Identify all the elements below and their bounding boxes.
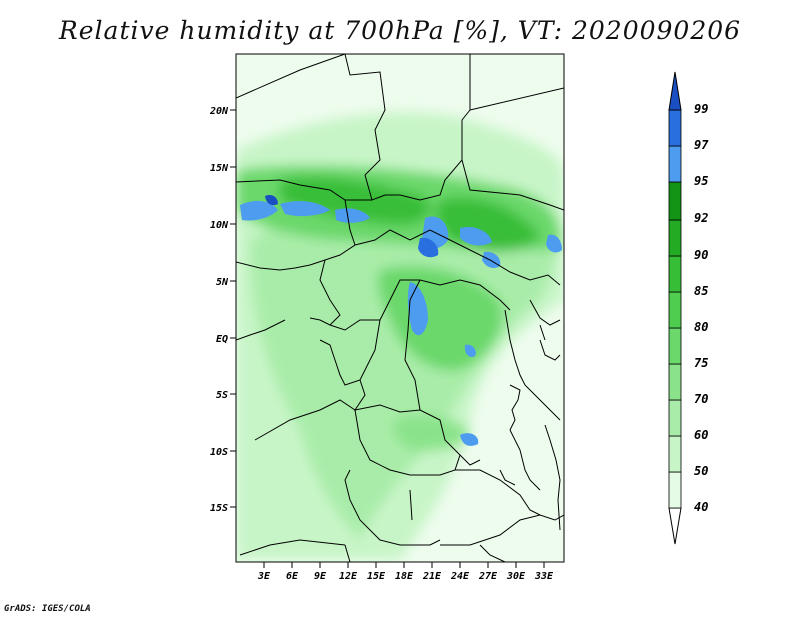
colorbar-label-40: 40 <box>694 500 708 514</box>
grads-credit: GrADS: IGES/COLA <box>4 604 91 614</box>
colorbar-swatch-60-70 <box>668 399 682 437</box>
longitude-ticks <box>263 562 545 568</box>
colorbar-label-95: 95 <box>694 174 708 188</box>
colorbar-label-92: 92 <box>694 211 708 225</box>
colorbar-swatch-90-92 <box>668 219 682 257</box>
lat-label-20n: 20N <box>209 106 229 117</box>
lon-label-3e: 3E <box>257 571 271 582</box>
colorbar-swatch-97-99 <box>668 109 682 147</box>
colorbar-label-99: 99 <box>694 102 708 116</box>
lon-label-33e: 33E <box>534 571 554 582</box>
colorbar-swatch-80-85 <box>668 291 682 329</box>
lat-label-15n: 15N <box>210 163 229 174</box>
lon-label-15e: 15E <box>367 571 386 582</box>
lon-label-24e: 24E <box>450 571 470 582</box>
lon-label-12e: 12E <box>339 571 358 582</box>
colorbar-swatch-75-80 <box>668 327 682 365</box>
colorbar-swatch-92-95 <box>668 181 682 221</box>
colorbar-swatch-95-97 <box>668 145 682 183</box>
colorbar-swatch-70-75 <box>668 363 682 401</box>
country-borders <box>236 54 564 562</box>
map-frame <box>235 53 565 563</box>
lat-label-15s: 15S <box>210 503 228 514</box>
colorbar-min-triangle <box>668 507 682 545</box>
lon-label-21e: 21E <box>422 571 442 582</box>
colorbar-label-90: 90 <box>694 248 708 262</box>
colorbar-label-60: 60 <box>694 428 708 442</box>
colorbar-label-85: 85 <box>694 284 708 298</box>
lon-label-18e: 18E <box>395 571 414 582</box>
latitude-ticks <box>230 109 236 508</box>
lon-label-30e: 30E <box>506 571 526 582</box>
colorbar-label-50: 50 <box>694 464 708 478</box>
colorbar-label-80: 80 <box>694 320 708 334</box>
colorbar <box>668 71 682 545</box>
lon-label-6e: 6E <box>286 571 299 582</box>
colorbar-swatch-40-50 <box>668 471 682 509</box>
colorbar-max-triangle <box>668 71 682 111</box>
colorbar-label-75: 75 <box>694 356 708 370</box>
chart-title: Relative humidity at 700hPa [%], VT: 202… <box>58 16 742 45</box>
lon-label-27e: 27E <box>478 571 498 582</box>
lat-label-5s: 5S <box>216 390 228 401</box>
lat-label-10s: 10S <box>210 447 228 458</box>
lat-label-5n: 5N <box>216 277 229 288</box>
colorbar-label-70: 70 <box>694 392 708 406</box>
lon-label-9e: 9E <box>314 571 327 582</box>
colorbar-swatch-50-60 <box>668 435 682 473</box>
humidity-field <box>236 54 564 562</box>
lat-label-eq: EQ <box>216 334 228 345</box>
colorbar-label-97: 97 <box>694 138 709 152</box>
lat-label-10n: 10N <box>210 220 229 231</box>
colorbar-swatch-85-90 <box>668 255 682 293</box>
